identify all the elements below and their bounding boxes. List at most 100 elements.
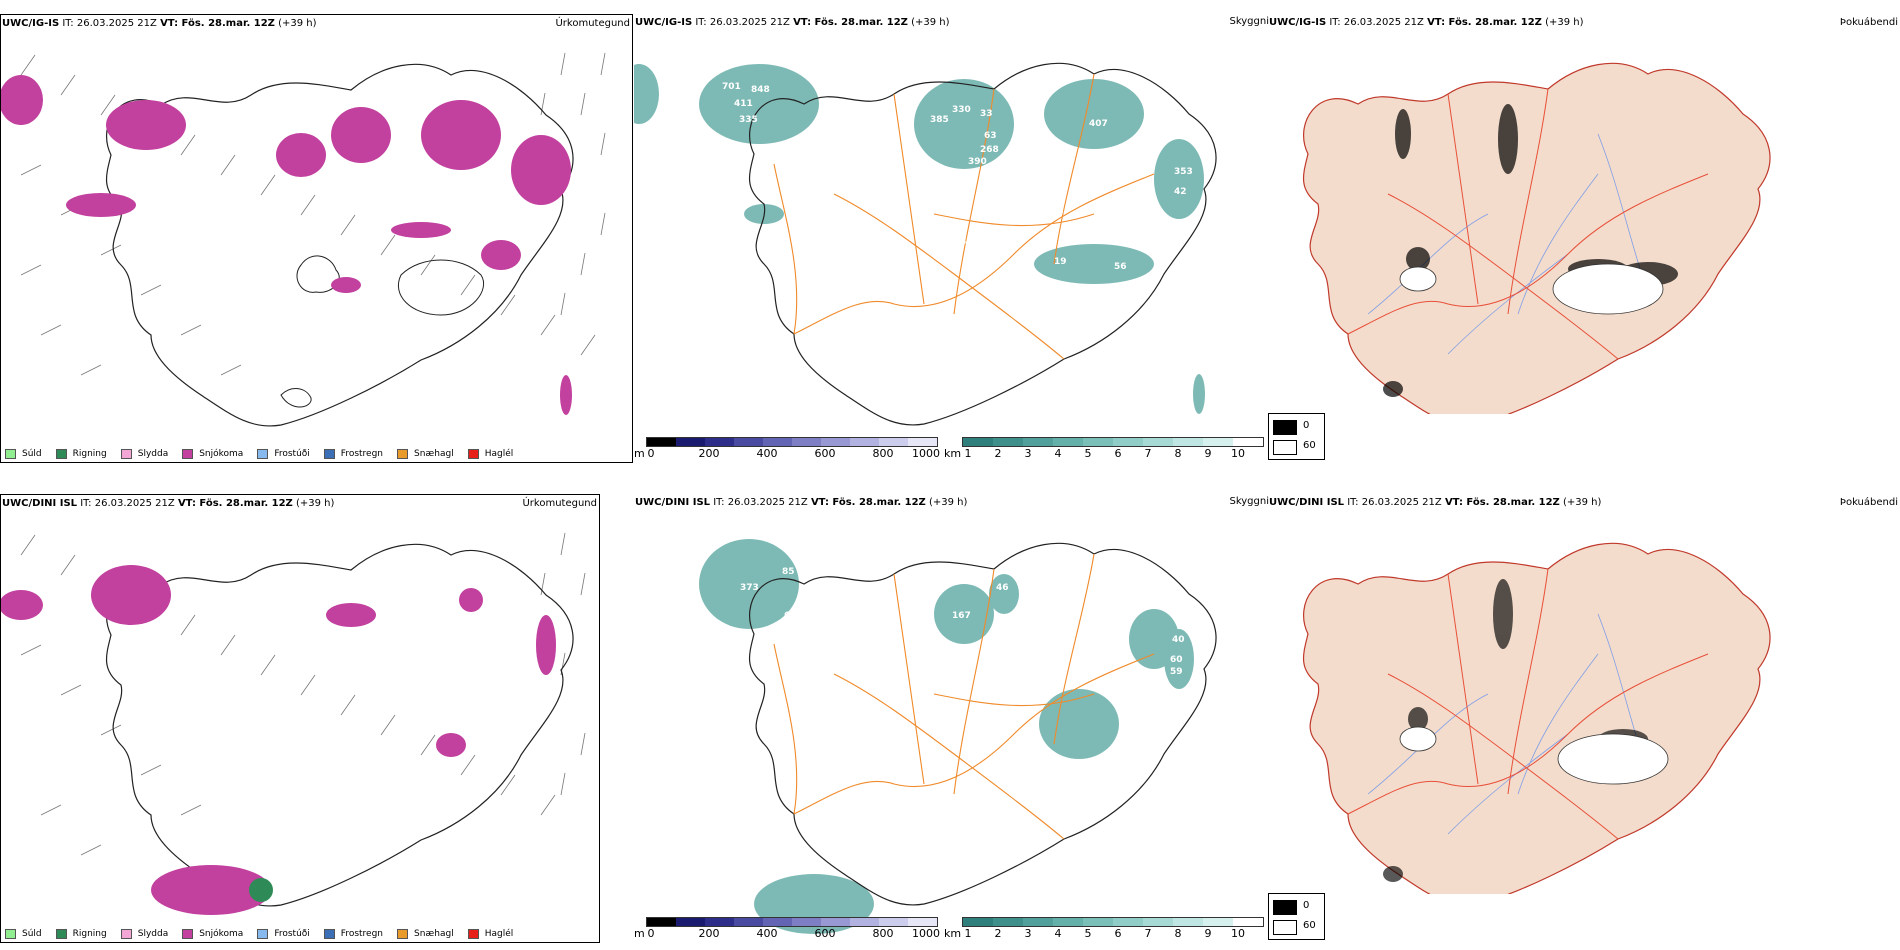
- iceland-land: [1303, 62, 1771, 414]
- visibility-colorbar-top: km 1 2 3 4 5 6 7 8 9 10: [944, 437, 1264, 460]
- height-colorbar-bottom: m 0 200 400 600 800 1000: [634, 917, 940, 940]
- colorbar-unit: km: [944, 447, 962, 460]
- legend-swatch: [120, 929, 132, 939]
- colorbar-unit: m: [634, 927, 645, 940]
- fog-map: [1303, 62, 1771, 414]
- panel-title: Þokuábendi: [1839, 497, 1898, 508]
- legend-swatch: [257, 929, 269, 939]
- fog-swatch: [1273, 420, 1297, 435]
- vis-areas: [634, 64, 1205, 414]
- map-label: 848: [751, 85, 770, 95]
- height-colorbar-top: m 0 200 400 600 800 1000: [634, 437, 940, 460]
- snow-areas: [1, 75, 572, 415]
- legend-item: Frostregn: [323, 929, 383, 939]
- colorbar-tick: 800: [872, 447, 894, 460]
- fog-panel-top: UWC/IG-IS IT: 26.03.2025 21Z VT: Fös. 28…: [1268, 14, 1900, 414]
- map-label: 60: [1170, 655, 1183, 665]
- colorbar-tick: 4: [1054, 447, 1062, 460]
- colorbar-tick: 400: [756, 927, 778, 940]
- legend-item: Frostregn: [323, 449, 383, 459]
- colorbar-tick: 10: [1231, 447, 1245, 460]
- colorbar-tick: 9: [1204, 447, 1212, 460]
- iceland-outline: [106, 543, 574, 907]
- iceland-outline: [749, 62, 1217, 426]
- map-label: 167: [952, 611, 971, 621]
- colorbar-tick: 600: [814, 927, 836, 940]
- map-label: 42: [1174, 187, 1187, 197]
- colorbar-tick: 1000: [912, 447, 940, 460]
- map-label: 63: [784, 611, 797, 621]
- height-labels: 411 701 848 335 330 33 407 96 385 390 26…: [722, 82, 1193, 395]
- panel-title: Úrkomutegund: [522, 498, 597, 509]
- panel-title: Skyggni: [1229, 16, 1269, 27]
- height-labels: 373 85 63 46 167 40 64 60 59 70: [740, 567, 1185, 755]
- map-label: 56: [1114, 262, 1127, 272]
- colorbar-tick: 10: [1231, 927, 1245, 940]
- precip-panel-top: UWC/IG-IS IT: 26.03.2025 21Z VT: Fös. 28…: [0, 14, 633, 463]
- legend-item: Súld: [5, 929, 42, 939]
- map-label: 70: [1112, 745, 1125, 755]
- panel-title: Úrkomutegund: [555, 18, 630, 29]
- visibility-panel-bottom: UWC/DINI ISL IT: 26.03.2025 21Z VT: Fös.…: [634, 494, 1269, 943]
- legend-item: Rigning: [55, 449, 107, 459]
- colorbar-strip: [962, 437, 1264, 447]
- fog-legend-top: 0 60: [1268, 413, 1325, 460]
- map-label: 40: [1172, 635, 1185, 645]
- map-label: 407: [1089, 119, 1108, 129]
- precip-legend: Súld Rigning Slydda Snjókoma Frostúði Fr…: [5, 449, 527, 459]
- fog-legend-bottom: 0 60: [1268, 893, 1325, 940]
- map-label: 353: [1174, 167, 1193, 177]
- iceland-outline: [106, 63, 574, 427]
- legend-item: Snæhagl: [397, 929, 454, 939]
- fog-white: [1399, 726, 1669, 785]
- colorbar-tick: 0: [647, 927, 655, 940]
- fog-map: [1303, 542, 1771, 894]
- legend-item: Haglél: [467, 929, 513, 939]
- iceland-outline: [749, 542, 1217, 906]
- map-label: 330: [952, 105, 971, 115]
- map-label: 701: [722, 82, 741, 92]
- colorbar-tick: 8: [1174, 927, 1182, 940]
- precip-map: [1, 532, 586, 915]
- map-label: 63: [984, 131, 997, 141]
- visibility-map: 373 85 63 46 167 40 64 60 59 70: [699, 539, 1217, 934]
- map-label: 85: [782, 567, 795, 577]
- panel-title: Þokuábendi: [1839, 17, 1898, 28]
- legend-swatch: [55, 449, 67, 459]
- panel-header: UWC/DINI ISL IT: 26.03.2025 21Z VT: Fös.…: [2, 498, 335, 509]
- map-label: 59: [1170, 667, 1183, 677]
- legend-item: Rigning: [55, 929, 107, 939]
- legend-swatch: [323, 449, 335, 459]
- colorbar-tick: 1: [964, 927, 972, 940]
- iceland-land: [1303, 542, 1771, 894]
- fog-roads: [1347, 568, 1709, 840]
- legend-item: Súld: [5, 449, 42, 459]
- legend-swatch: [5, 929, 16, 939]
- map-label: 385: [930, 115, 949, 125]
- colorbar-tick: 8: [1174, 447, 1182, 460]
- fog-white: [1399, 263, 1664, 315]
- legend-swatch: [467, 929, 479, 939]
- colorbar-tick: 6: [1114, 927, 1122, 940]
- fog-swatch: [1273, 920, 1297, 935]
- visibility-panel-top: UWC/IG-IS IT: 26.03.2025 21Z VT: Fös. 28…: [634, 14, 1269, 463]
- colorbar-tick: 3: [1024, 927, 1032, 940]
- colorbar-tick: 6: [1114, 447, 1122, 460]
- colorbar-tick: 600: [814, 447, 836, 460]
- panel-title: Skyggni: [1229, 496, 1269, 507]
- colorbar-unit: km: [944, 927, 962, 940]
- vis-areas: [699, 539, 1194, 934]
- colorbar-tick: 3: [1024, 447, 1032, 460]
- colorbar-tick: 200: [698, 927, 720, 940]
- colorbar-tick: 400: [756, 447, 778, 460]
- visibility-map: 411 701 848 335 330 33 407 96 385 390 26…: [634, 62, 1217, 426]
- legend-item: Frostúði: [257, 449, 310, 459]
- legend-swatch: [467, 449, 479, 459]
- glaciers: [280, 255, 484, 408]
- panel-header: UWC/DINI ISL IT: 26.03.2025 21Z VT: Fös.…: [1269, 497, 1602, 508]
- legend-item: Frostúði: [257, 929, 310, 939]
- colorbar-tick: 2: [994, 447, 1002, 460]
- legend-item: Slydda: [120, 929, 168, 939]
- colorbar-tick: 0: [647, 447, 655, 460]
- colorbar-tick: 9: [1204, 927, 1212, 940]
